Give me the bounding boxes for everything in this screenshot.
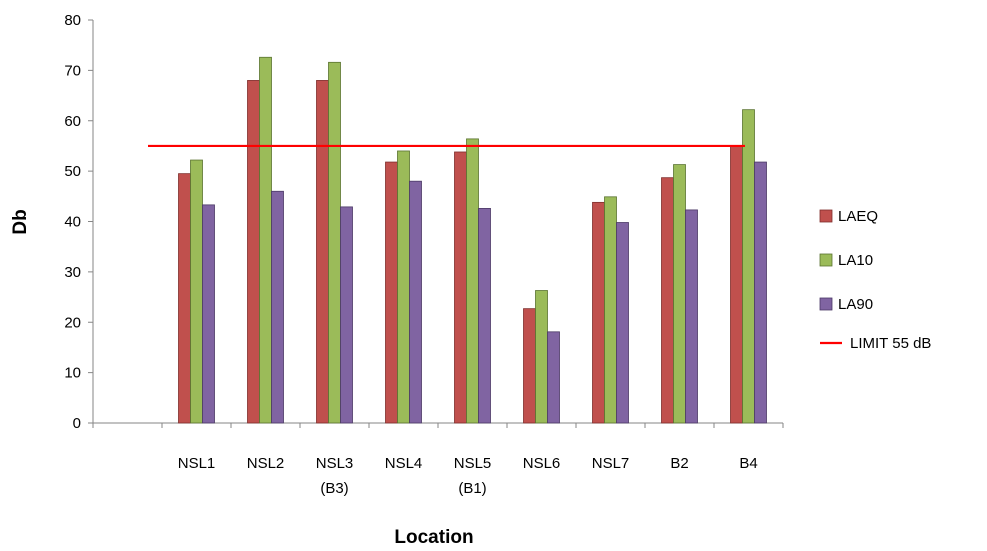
bar-la90-9 bbox=[754, 161, 767, 424]
bar-la90-7 bbox=[616, 222, 629, 424]
x-tick-label: NSL3 bbox=[316, 455, 354, 472]
x-tick-label: B4 bbox=[739, 455, 757, 472]
x-tick-label: NSL5 bbox=[454, 455, 492, 472]
y-axis: 0 10 20 30 40 50 60 70 80 bbox=[64, 12, 94, 432]
x-axis-title: Location bbox=[394, 527, 473, 548]
bar-la90-6 bbox=[547, 331, 560, 424]
bar-laeq-9 bbox=[730, 145, 743, 424]
y-tick-label: 40 bbox=[64, 214, 81, 231]
bar-laeq-2 bbox=[247, 80, 260, 424]
y-tick-label: 30 bbox=[64, 264, 81, 281]
bar-laeq-1 bbox=[178, 173, 191, 424]
x-axis: NSL1 NSL2 NSL3 (B3) NSL4 NSL5 (B1) NSL6 NSL7 B2 B4 bbox=[92, 422, 784, 497]
y-tick-label: 80 bbox=[64, 12, 81, 29]
y-tick-label: 70 bbox=[64, 62, 81, 79]
legend-label-limit: LIMIT 55 dB bbox=[850, 335, 931, 352]
legend-swatch-la90 bbox=[819, 297, 833, 311]
bar-la10-9 bbox=[742, 109, 755, 424]
y-axis-title: Db bbox=[10, 209, 31, 234]
bar-la90-3 bbox=[340, 206, 353, 424]
bar-la10-2 bbox=[259, 56, 272, 424]
x-tick-label: NSL6 bbox=[523, 455, 561, 472]
bar-la10-4 bbox=[397, 150, 410, 424]
x-tick-label: NSL4 bbox=[385, 455, 423, 472]
legend-label-la10: LA10 bbox=[838, 252, 873, 269]
legend-swatch-laeq bbox=[819, 209, 833, 223]
bar-laeq-7 bbox=[592, 201, 605, 424]
bar-la10-1 bbox=[190, 159, 203, 424]
bar-la10-5 bbox=[466, 138, 479, 424]
bar-la90-5 bbox=[478, 208, 491, 424]
bar-la10-8 bbox=[673, 164, 686, 424]
x-tick-label: (B3) bbox=[320, 480, 348, 497]
bar-la90-2 bbox=[271, 190, 284, 424]
bar-laeq-4 bbox=[385, 161, 398, 424]
legend-label-la90: LA90 bbox=[838, 296, 873, 313]
bar-la90-1 bbox=[202, 204, 215, 424]
bar-laeq-3 bbox=[316, 80, 329, 424]
bar-laeq-8 bbox=[661, 177, 674, 424]
bars bbox=[178, 56, 767, 424]
x-tick-label: B2 bbox=[670, 455, 688, 472]
y-tick-label: 10 bbox=[64, 365, 81, 382]
bar-la90-8 bbox=[685, 209, 698, 424]
y-tick-label: 50 bbox=[64, 163, 81, 180]
bar-la90-4 bbox=[409, 180, 422, 424]
bar-laeq-5 bbox=[454, 151, 467, 424]
legend: LAEQ LA10 LA90 LIMIT 55 dB bbox=[819, 208, 931, 352]
bar-la10-3 bbox=[328, 61, 341, 424]
x-tick-label: (B1) bbox=[458, 480, 486, 497]
x-tick-label: NSL1 bbox=[178, 455, 216, 472]
bar-la10-6 bbox=[535, 290, 548, 424]
legend-label-laeq: LAEQ bbox=[838, 208, 878, 225]
x-tick-label: NSL7 bbox=[592, 455, 630, 472]
legend-swatch-la10 bbox=[819, 253, 833, 267]
y-tick-label: 20 bbox=[64, 314, 81, 331]
bar-la10-7 bbox=[604, 196, 617, 424]
bar-laeq-6 bbox=[523, 308, 536, 424]
x-tick-label: NSL2 bbox=[247, 455, 285, 472]
y-tick-label: 60 bbox=[64, 113, 81, 130]
y-tick-label: 0 bbox=[73, 415, 81, 432]
